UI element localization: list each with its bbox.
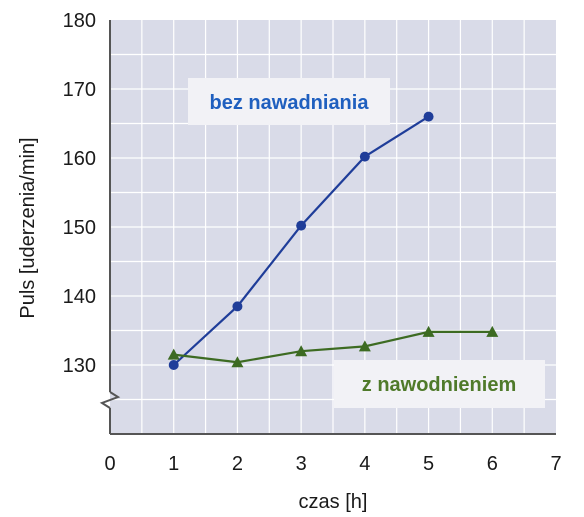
x-tick-label: 6 <box>487 453 498 475</box>
series-layer <box>167 111 499 370</box>
y-tick-label: 170 <box>63 79 96 101</box>
series-label-bg-z-nawodnieniem <box>334 360 545 408</box>
data-point <box>232 301 243 312</box>
x-tick-label: 5 <box>423 453 434 475</box>
x-tick-label: 4 <box>359 453 370 475</box>
y-tick-label: 130 <box>63 355 96 377</box>
data-point <box>422 325 435 337</box>
series-label-bg-bez-nawadniania <box>188 78 390 125</box>
y-tick-label: 140 <box>63 286 96 308</box>
x-axis-title: czas [h] <box>299 491 368 513</box>
data-point <box>231 356 244 368</box>
x-tick-label: 1 <box>168 453 179 475</box>
series-label-bez-nawadniania: bez nawadniania <box>210 92 370 114</box>
data-point <box>167 348 180 360</box>
x-tick-labels: 0 1 2 3 4 5 6 7 <box>104 453 561 475</box>
data-point <box>296 220 307 231</box>
y-axis-break-icon <box>99 391 121 409</box>
data-point <box>486 325 499 337</box>
y-axis-title: Puls [uderzenia/min] <box>17 137 39 318</box>
data-point <box>358 340 371 352</box>
y-tick-label: 180 <box>63 10 96 32</box>
axes <box>99 20 556 435</box>
y-tick-label: 150 <box>63 217 96 239</box>
data-point <box>423 111 434 122</box>
data-point <box>359 151 370 162</box>
x-tick-label: 7 <box>550 453 561 475</box>
series-line-1 <box>173 330 493 364</box>
series-label-z-nawodnieniem: z nawodnieniem <box>362 374 516 396</box>
x-tick-label: 2 <box>232 453 243 475</box>
y-tick-label: 160 <box>63 148 96 170</box>
x-tick-label: 3 <box>296 453 307 475</box>
y-tick-labels: 130 140 150 160 170 180 <box>63 10 96 377</box>
data-point <box>295 345 308 357</box>
data-point <box>168 360 179 370</box>
x-tick-label: 0 <box>104 453 115 475</box>
